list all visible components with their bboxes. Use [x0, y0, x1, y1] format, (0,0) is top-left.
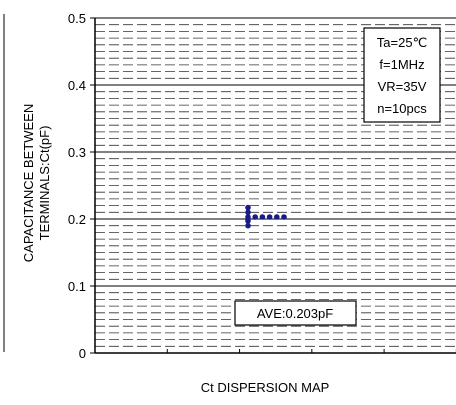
y-tick-label: 0.3: [68, 145, 86, 160]
y-tick-label: 0.5: [68, 11, 86, 26]
y-tick-label: 0: [79, 346, 86, 361]
condition-sample-count: n=10pcs: [377, 101, 427, 116]
y-axis-title: CAPACITANCE BETWEEN TERMINALS:Ct(pF): [21, 104, 52, 262]
y-axis-title-line2: TERMINALS:Ct(pF): [37, 126, 52, 241]
data-point: [245, 214, 251, 220]
data-point: [274, 214, 280, 220]
data-points: [245, 204, 287, 229]
chart-title: Ct DISPERSION MAP: [201, 380, 330, 395]
average-box: AVE:0.203pF: [234, 300, 357, 326]
data-point: [245, 222, 251, 229]
average-box-border: [234, 300, 357, 326]
condition-frequency: f=1MHz: [379, 57, 424, 72]
data-point: [266, 214, 273, 220]
data-point: [245, 204, 251, 211]
data-point: [281, 214, 287, 220]
conditions-box-border: [363, 27, 441, 123]
data-point: [245, 209, 251, 216]
data-point: [259, 214, 266, 220]
y-axis-title-line1: CAPACITANCE BETWEEN: [21, 104, 36, 262]
y-axis-ticks: 0 0.1 0.2 0.3 0.4 0.5: [68, 11, 95, 361]
data-point: [245, 218, 251, 224]
condition-temperature: Ta=25℃: [377, 35, 427, 50]
y-tick-label: 0.1: [68, 279, 86, 294]
condition-voltage: VR=35V: [378, 79, 427, 94]
y-tick-label: 0.2: [68, 212, 86, 227]
average-label: AVE:0.203pF: [257, 306, 333, 321]
y-tick-label: 0.4: [68, 78, 86, 93]
minor-gridlines: [95, 24, 456, 347]
data-point: [252, 214, 258, 220]
conditions-box: Ta=25℃ f=1MHz VR=35V n=10pcs: [363, 27, 441, 123]
